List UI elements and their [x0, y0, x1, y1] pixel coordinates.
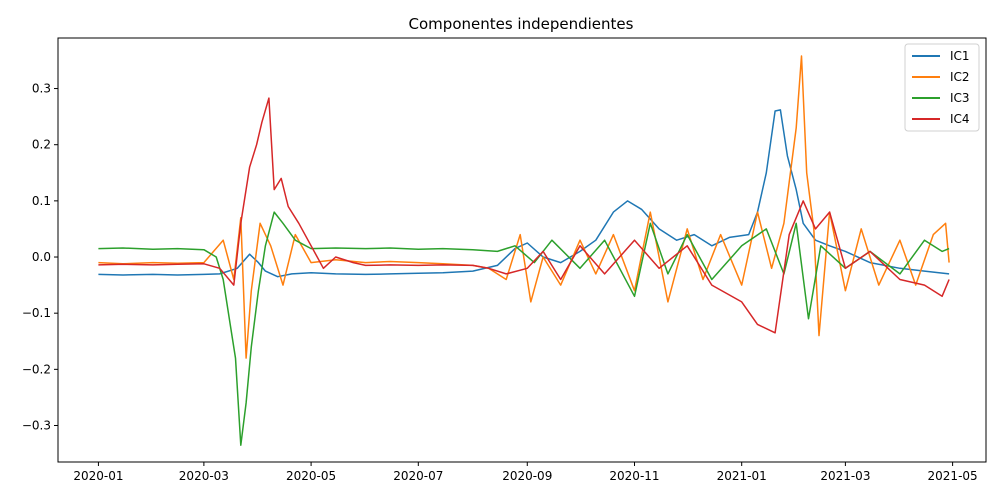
y-tick-label: 0.0: [32, 250, 51, 264]
y-tick-label: −0.2: [22, 362, 51, 376]
legend-label-ic4: IC4: [950, 112, 970, 126]
series-layer: [98, 55, 950, 446]
legend-entries: IC1 IC2 IC3 IC4: [912, 49, 970, 126]
legend-label-ic3: IC3: [950, 91, 970, 105]
y-tick-label: 0.2: [32, 138, 51, 152]
plot-frame: [57, 37, 987, 463]
x-tick-label: 2021-05: [928, 469, 978, 483]
x-tick-label: 2021-01: [717, 469, 767, 483]
x-tick-label: 2021-03: [820, 469, 870, 483]
legend: IC1 IC2 IC3 IC4: [904, 43, 980, 132]
series-line-ic4: [98, 97, 950, 334]
legend-label-ic1: IC1: [950, 49, 970, 63]
legend-label-ic2: IC2: [950, 70, 970, 84]
series-line-ic2: [98, 55, 950, 359]
y-tick-label: −0.1: [22, 306, 51, 320]
series-line-ic3: [98, 211, 950, 446]
x-tick-label: 2020-07: [393, 469, 443, 483]
x-tick-label: 2020-11: [609, 469, 659, 483]
y-tick-label: 0.3: [32, 82, 51, 96]
y-tick-label: −0.3: [22, 418, 51, 432]
chart-title: Componentes independientes: [409, 15, 634, 33]
x-tick-label: 2020-03: [179, 469, 229, 483]
legend-box: [904, 43, 980, 132]
y-tick-label: 0.1: [32, 194, 51, 208]
x-tick-label: 2020-01: [73, 469, 123, 483]
x-tick-label: 2020-09: [502, 469, 552, 483]
axis-layer: 2020-01 2020-03 2020-05 2020-07 2020-09 2020-…: [22, 82, 978, 483]
x-tick-label: 2020-05: [286, 469, 336, 483]
series-line-ic1: [98, 109, 950, 278]
